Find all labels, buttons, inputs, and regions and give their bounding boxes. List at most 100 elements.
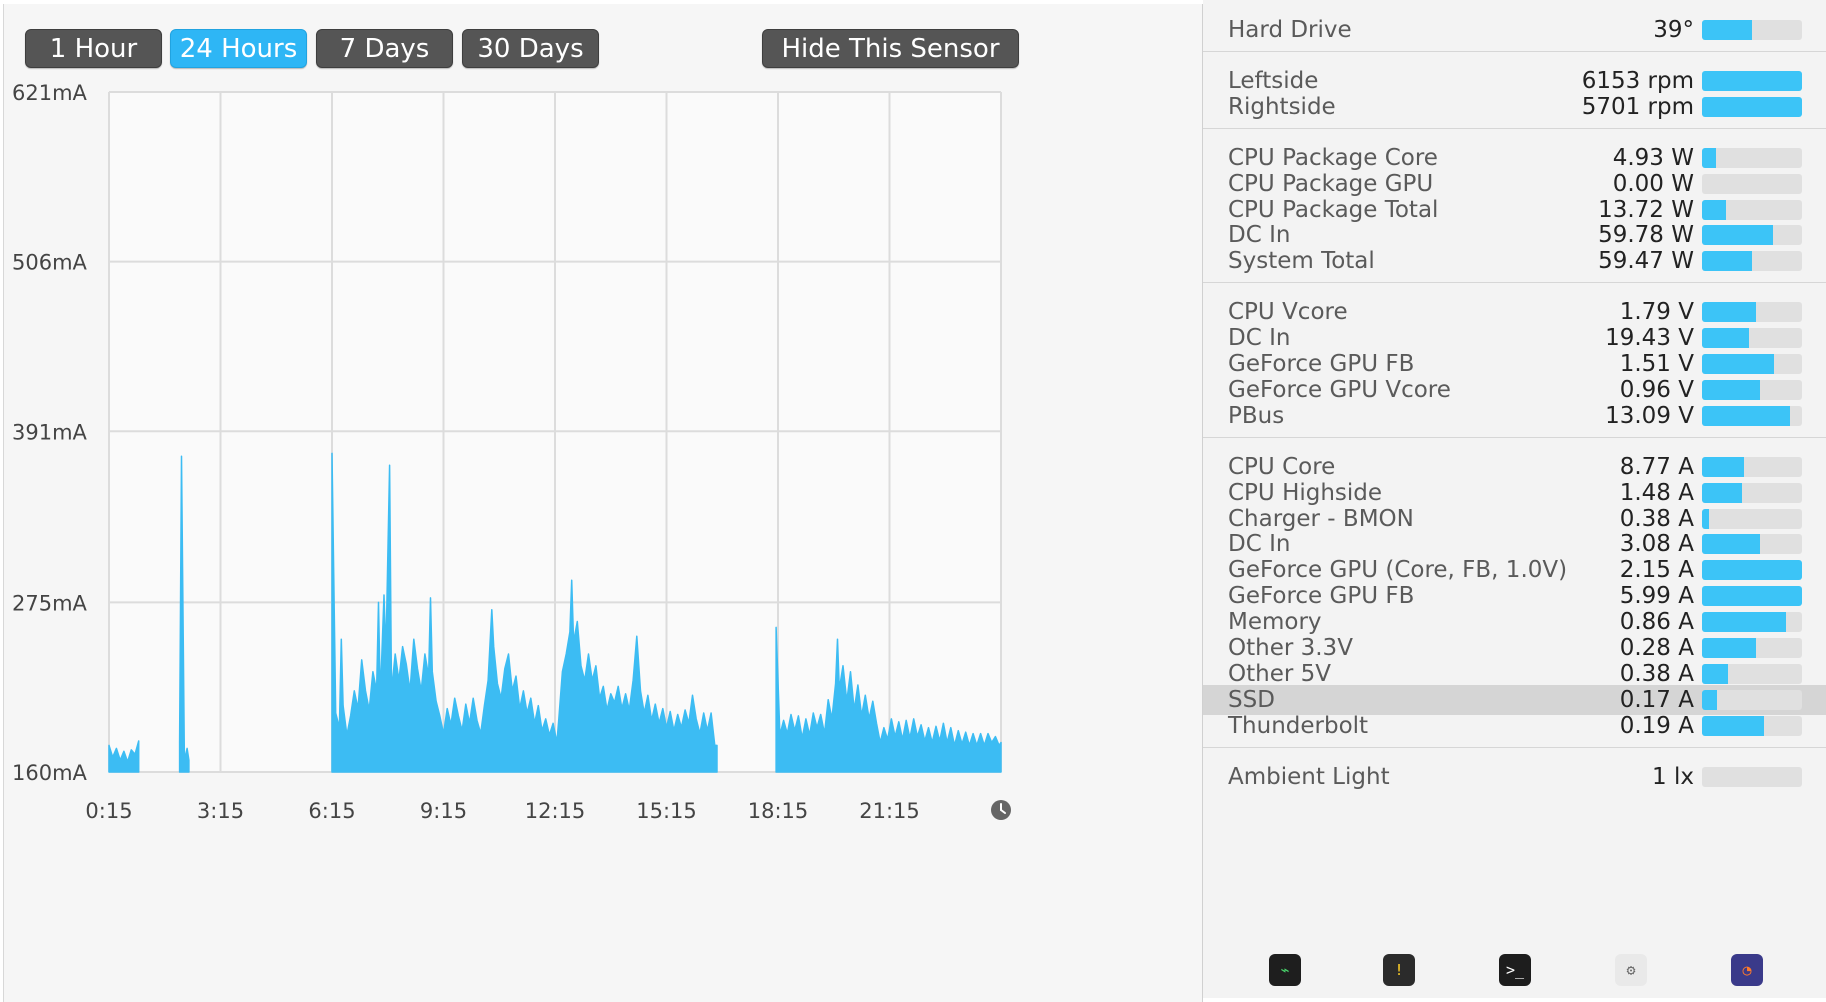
sensor-list-panel: Hard Drive 39° Leftside 6153 rpm Rightside 57… bbox=[1203, 0, 1826, 998]
sensor-row[interactable]: GeForce GPU FB 1.51 V bbox=[1203, 349, 1826, 379]
sensor-level-bar bbox=[1702, 70, 1802, 91]
sensor-label: SSD bbox=[1228, 686, 1275, 713]
sensor-level-bar bbox=[1702, 715, 1802, 736]
sensor-level-bar bbox=[1702, 534, 1802, 555]
sensor-value: 19.43 V bbox=[1605, 325, 1694, 352]
sensor-value: 0.19 A bbox=[1619, 712, 1694, 739]
sensor-value: 39° bbox=[1653, 17, 1694, 43]
sensor-level-bar bbox=[1702, 405, 1802, 426]
sensor-label: Thunderbolt bbox=[1228, 712, 1369, 739]
sensor-row[interactable]: DC In 3.08 A bbox=[1203, 529, 1826, 559]
sensor-row[interactable]: CPU Core 8.77 A bbox=[1203, 452, 1826, 482]
sensor-label: DC In bbox=[1228, 531, 1291, 558]
sensor-row[interactable]: CPU Package GPU 0.00 W bbox=[1203, 169, 1826, 199]
system-information-icon[interactable]: ⚙ bbox=[1615, 954, 1647, 986]
sensor-row[interactable]: DC In 59.78 W bbox=[1203, 220, 1826, 250]
sensor-label: GeForce GPU FB bbox=[1228, 351, 1415, 377]
sensor-level-fill bbox=[1702, 689, 1717, 710]
sensor-value: 0.17 A bbox=[1619, 686, 1694, 713]
sensor-level-fill bbox=[1702, 508, 1709, 529]
sensor-value: 59.47 W bbox=[1598, 248, 1694, 275]
y-tick-label: 621mA bbox=[12, 81, 88, 105]
sensor-row[interactable]: CPU Package Core 4.93 W bbox=[1203, 143, 1826, 173]
sensor-level-bar bbox=[1702, 20, 1802, 40]
sensor-row[interactable]: DC In 19.43 V bbox=[1203, 323, 1826, 353]
sensor-value: 1.48 A bbox=[1619, 479, 1694, 506]
chart-series-area bbox=[108, 452, 1002, 773]
sensor-level-bar bbox=[1702, 456, 1802, 477]
sensor-row[interactable]: CPU Highside 1.48 A bbox=[1203, 478, 1826, 508]
y-axis: 621mA 506mA 391mA 275mA 160mA bbox=[12, 81, 88, 785]
range-1-hour-button[interactable]: 1 Hour bbox=[25, 29, 162, 68]
hide-sensor-button[interactable]: Hide This Sensor bbox=[762, 29, 1019, 68]
sensor-label: Other 3.3V bbox=[1228, 635, 1353, 661]
sensor-level-fill bbox=[1702, 251, 1752, 272]
sensor-row[interactable]: GeForce GPU FB 5.99 A bbox=[1203, 581, 1826, 611]
sensor-level-bar bbox=[1702, 147, 1802, 168]
sensor-row[interactable]: GeForce GPU (Core, FB, 1.0V) 2.15 A bbox=[1203, 555, 1826, 585]
sensor-level-fill bbox=[1702, 379, 1760, 400]
sensor-value: 1.79 V bbox=[1619, 299, 1694, 326]
sensor-level-bar bbox=[1702, 482, 1802, 503]
sensor-level-fill bbox=[1702, 354, 1774, 374]
x-tick-label: 15:15 bbox=[636, 799, 697, 823]
sensor-level-bar bbox=[1702, 251, 1802, 272]
sensor-value: 4.93 W bbox=[1612, 144, 1694, 171]
series-area-segment bbox=[331, 452, 718, 773]
sensor-label: DC In bbox=[1228, 325, 1291, 352]
range-30-days-button[interactable]: 30 Days bbox=[462, 29, 599, 68]
sensor-level-bar bbox=[1702, 612, 1802, 633]
y-tick-label: 160mA bbox=[12, 761, 88, 785]
sensor-value: 5.99 A bbox=[1619, 583, 1694, 610]
sensor-level-fill bbox=[1702, 586, 1802, 607]
sensor-level-fill bbox=[1702, 225, 1773, 246]
sensor-row[interactable]: CPU Vcore 1.79 V bbox=[1203, 297, 1826, 327]
range-7-days-button[interactable]: 7 Days bbox=[316, 29, 453, 68]
sensor-row[interactable]: Thunderbolt 0.19 A bbox=[1203, 711, 1826, 741]
sensor-level-fill bbox=[1702, 715, 1764, 736]
sensor-row[interactable]: Hard Drive 39° bbox=[1203, 15, 1826, 45]
sensor-row[interactable]: Other 3.3V 0.28 A bbox=[1203, 633, 1826, 663]
series-area-segment bbox=[108, 740, 140, 773]
sensor-level-bar bbox=[1702, 689, 1802, 710]
sensor-value: 8.77 A bbox=[1619, 453, 1694, 480]
sensor-row[interactable]: SSD 0.17 A bbox=[1203, 684, 1826, 715]
x-tick-label: 12:15 bbox=[525, 799, 586, 823]
sensor-level-bar bbox=[1702, 173, 1802, 194]
sensor-row[interactable]: Other 5V 0.38 A bbox=[1203, 659, 1826, 689]
sensor-label: Rightside bbox=[1228, 93, 1336, 120]
sensor-row[interactable]: Rightside 5701 rpm bbox=[1203, 92, 1826, 122]
sensor-row[interactable]: Charger - BMON 0.38 A bbox=[1203, 504, 1826, 534]
activity-monitor-icon[interactable]: ⌁ bbox=[1269, 954, 1301, 986]
sensor-level-fill bbox=[1702, 302, 1756, 323]
series-area-segment bbox=[178, 455, 190, 773]
x-tick-label: 0:15 bbox=[85, 799, 132, 823]
sensor-row[interactable]: GeForce GPU Vcore 0.96 V bbox=[1203, 375, 1826, 405]
chart-grid bbox=[108, 91, 1002, 773]
istat-menus-icon[interactable]: ◔ bbox=[1731, 954, 1763, 986]
y-tick-label: 506mA bbox=[12, 251, 88, 275]
sensor-row[interactable]: System Total 59.47 W bbox=[1203, 246, 1826, 276]
sensor-level-fill bbox=[1702, 20, 1752, 40]
sensor-row[interactable]: Ambient Light 1 lx bbox=[1203, 762, 1826, 792]
sensor-row[interactable]: PBus 13.09 V bbox=[1203, 401, 1826, 431]
console-icon[interactable]: ! bbox=[1383, 954, 1415, 986]
sensor-row[interactable]: Memory 0.86 A bbox=[1203, 607, 1826, 637]
sensor-value: 0.00 W bbox=[1612, 170, 1694, 197]
sensor-row[interactable]: CPU Package Total 13.72 W bbox=[1203, 195, 1826, 225]
range-24-hours-button[interactable]: 24 Hours bbox=[170, 29, 307, 68]
sensor-label: CPU Package Core bbox=[1228, 144, 1438, 171]
terminal-icon[interactable]: >_ bbox=[1499, 954, 1531, 986]
sensor-level-bar bbox=[1702, 508, 1802, 529]
sensor-level-fill bbox=[1702, 199, 1726, 220]
sensor-level-fill bbox=[1702, 70, 1802, 91]
sensor-level-fill bbox=[1702, 456, 1744, 477]
sensor-level-fill bbox=[1702, 534, 1760, 555]
sensor-row[interactable]: Leftside 6153 rpm bbox=[1203, 66, 1826, 96]
sensor-value: 1.51 V bbox=[1619, 351, 1694, 377]
y-tick-label: 391mA bbox=[12, 420, 88, 444]
sensor-level-fill bbox=[1702, 96, 1802, 117]
clock-icon[interactable] bbox=[991, 800, 1011, 820]
sensor-level-bar bbox=[1702, 302, 1802, 323]
sensor-value: 0.38 A bbox=[1619, 660, 1694, 687]
